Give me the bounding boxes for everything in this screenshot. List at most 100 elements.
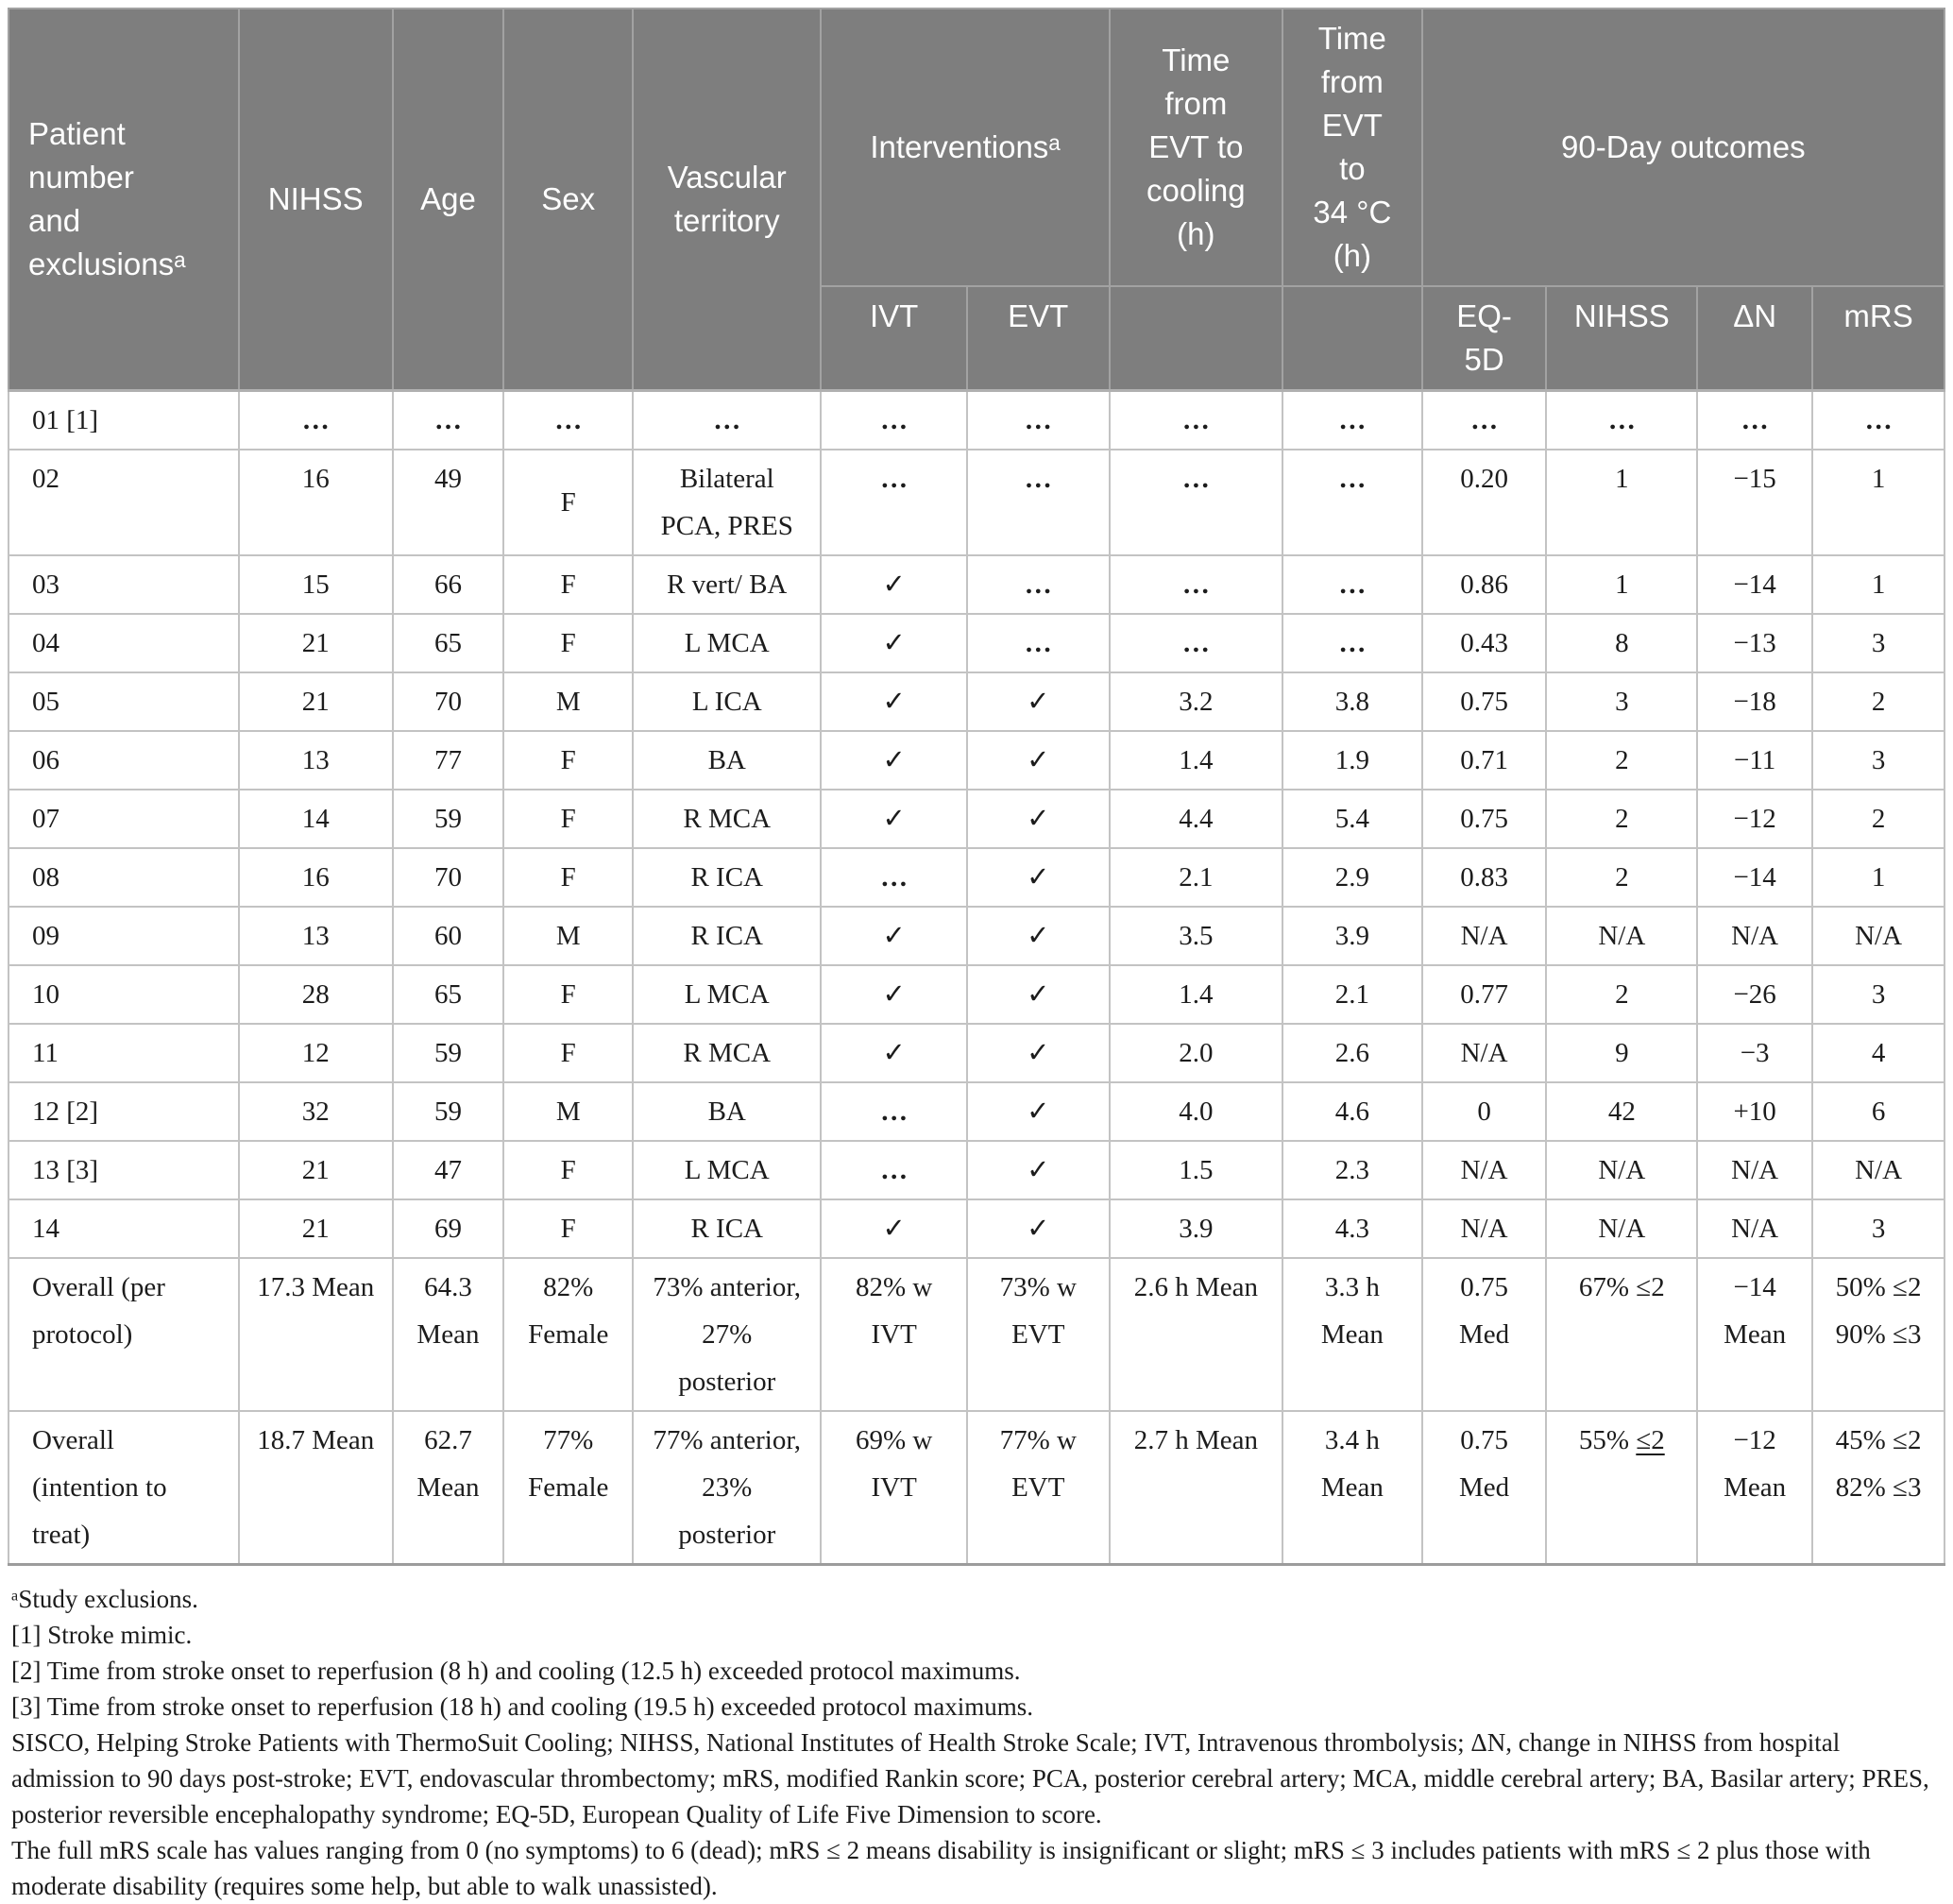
cell-vascular-territory: Bilateral PCA, PRES: [632, 449, 823, 556]
cell-age: 59: [391, 789, 505, 849]
table-row: 05 21 70 M L ICA ✓ ✓ 3.2 3.8 0.75 3 −18 2: [8, 672, 1945, 732]
col-header-age: Age: [391, 8, 505, 392]
cell-patient-number: 01 [1]: [8, 389, 240, 450]
table-header: Patient number and exclusionsᵃ NIHSS Age Se…: [8, 8, 1946, 392]
cell-ivt: …: [820, 847, 968, 908]
table-row: 06 13 77 F BA ✓ ✓ 1.4 1.9 0.71 2 −11 3: [8, 730, 1945, 790]
cell-time-evt-to-cooling: 3.9: [1108, 1198, 1284, 1259]
cell-evt: …: [965, 389, 1111, 450]
cell-patient-number: 08: [8, 847, 240, 908]
cell-vascular-territory: L MCA: [632, 1140, 823, 1200]
table-row: Overall (per protocol) 17.3 Mean 64.3 Mean…: [8, 1257, 1945, 1412]
cell-nihss: 21: [237, 1140, 394, 1200]
cell-mrs: 1: [1811, 847, 1945, 908]
cell-nihss-90day: 55% ≤2: [1545, 1410, 1699, 1566]
cell-patient-number: 07: [8, 789, 240, 849]
cell-delta-n: −14: [1696, 847, 1814, 908]
cell-patient-number: 14: [8, 1198, 240, 1259]
cell-mrs: 3: [1811, 613, 1945, 673]
cell-vascular-territory: 73% anterior, 27% posterior: [632, 1257, 823, 1412]
cell-eq5d: N/A: [1420, 1140, 1548, 1200]
cell-nihss-90day: 67% ≤2: [1545, 1257, 1699, 1412]
table-row: 09 13 60 M R ICA ✓ ✓ 3.5 3.9 N/A N/A N/A N/A: [8, 906, 1945, 966]
cell-vascular-territory: R ICA: [632, 847, 823, 908]
cell-delta-n: …: [1696, 389, 1814, 450]
cell-age: 65: [391, 613, 505, 673]
cell-vascular-territory: R vert/ BA: [632, 554, 823, 615]
col-header-sex: Sex: [502, 8, 635, 392]
footnote-line: [1] Stroke mimic.: [11, 1621, 193, 1649]
cell-ivt: …: [820, 1081, 968, 1142]
cell-delta-n: −12 Mean: [1696, 1410, 1814, 1566]
cell-sex: F: [502, 789, 635, 849]
cell-mrs: 6: [1811, 1081, 1945, 1142]
cell-time-evt-to-cooling: 3.5: [1108, 906, 1284, 966]
cell-nihss: 28: [237, 964, 394, 1025]
table-row: 04 21 65 F L MCA ✓……… 0.43 8 −13 3: [8, 613, 1945, 673]
cell-vascular-territory: BA: [632, 730, 823, 790]
cell-nihss: 14: [237, 789, 394, 849]
cell-time-evt-to-34c: …: [1282, 613, 1423, 673]
header-row-1: Patient number and exclusionsᵃ NIHSS Age Se…: [8, 8, 1946, 392]
cell-mrs: 4: [1811, 1023, 1945, 1083]
cell-age: 47: [391, 1140, 505, 1200]
cell-sex: F: [502, 964, 635, 1025]
cell-eq5d: 0.75: [1420, 789, 1548, 849]
cell-time-evt-to-34c: …: [1282, 389, 1423, 450]
cell-evt: ✓: [965, 789, 1111, 849]
cell-sex: 77% Female: [502, 1410, 635, 1566]
cell-evt: ✓: [965, 672, 1111, 732]
cell-eq5d: …: [1420, 389, 1548, 450]
cell-time-evt-to-cooling: …: [1108, 613, 1284, 673]
cell-nihss: 13: [237, 730, 394, 790]
cell-delta-n: N/A: [1696, 1140, 1814, 1200]
cell-time-evt-to-34c: 3.4 h Mean: [1282, 1410, 1423, 1566]
cell-patient-number: 02: [8, 449, 240, 556]
cell-nihss: 12: [237, 1023, 394, 1083]
cell-eq5d: 0.75 Med: [1420, 1257, 1548, 1412]
cell-nihss-90day: 9: [1545, 1023, 1699, 1083]
cell-time-evt-to-34c: 4.3: [1282, 1198, 1423, 1259]
cell-nihss: 21: [237, 1198, 394, 1259]
cell-patient-number: Overall (intention to treat): [8, 1410, 240, 1566]
cell-eq5d: N/A: [1420, 1198, 1548, 1259]
cell-mrs: N/A: [1811, 1140, 1945, 1200]
cell-patient-number: 03: [8, 554, 240, 615]
cell-nihss-90day: N/A: [1545, 1140, 1699, 1200]
cell-sex: M: [502, 1081, 635, 1142]
cell-evt: ✓: [965, 1198, 1111, 1259]
cell-eq5d: 0.75 Med: [1420, 1410, 1548, 1566]
cell-age: 69: [391, 1198, 505, 1259]
cell-eq5d: N/A: [1420, 1023, 1548, 1083]
cell-mrs: N/A: [1811, 906, 1945, 966]
header-row-2: IVT EVT EQ- 5D NIHSS ΔN mRS: [8, 285, 1945, 392]
cell-vascular-territory: L MCA: [632, 964, 823, 1025]
cell-time-evt-to-cooling: 2.7 h Mean: [1108, 1410, 1284, 1566]
cell-delta-n: −13: [1696, 613, 1814, 673]
footnotes: ᵃStudy exclusions. [1] Stroke mimic. [2] T…: [8, 1566, 1945, 1904]
cell-vascular-territory: L MCA: [632, 613, 823, 673]
cell-evt: 77% w EVT: [965, 1410, 1111, 1566]
cell-nihss-90day: 2: [1545, 847, 1699, 908]
cell-time-evt-to-34c: 3.3 h Mean: [1282, 1257, 1423, 1412]
cell-evt: ✓: [965, 906, 1111, 966]
cell-eq5d: 0.43: [1420, 613, 1548, 673]
cell-time-evt-to-cooling: 4.0: [1108, 1081, 1284, 1142]
col-header-time-evt-to-cooling: Time from EVT to cooling (h): [1108, 8, 1284, 287]
cell-patient-number: 10: [8, 964, 240, 1025]
subcol-header-empty-34c: [1282, 285, 1423, 392]
cell-nihss: …: [237, 389, 394, 450]
col-header-interventions: Interventionsᵃ: [820, 8, 1111, 287]
cell-ivt: ✓: [820, 906, 968, 966]
cell-vascular-territory: R ICA: [632, 1198, 823, 1259]
cell-patient-number: 05: [8, 672, 240, 732]
cell-time-evt-to-34c: 3.9: [1282, 906, 1423, 966]
subcol-header-eq5d: EQ- 5D: [1420, 285, 1548, 392]
cell-time-evt-to-cooling: 1.4: [1108, 730, 1284, 790]
cell-delta-n: −11: [1696, 730, 1814, 790]
cell-mrs: 1: [1811, 554, 1945, 615]
cell-sex: M: [502, 672, 635, 732]
cell-time-evt-to-34c: 4.6: [1282, 1081, 1423, 1142]
cell-delta-n: −18: [1696, 672, 1814, 732]
